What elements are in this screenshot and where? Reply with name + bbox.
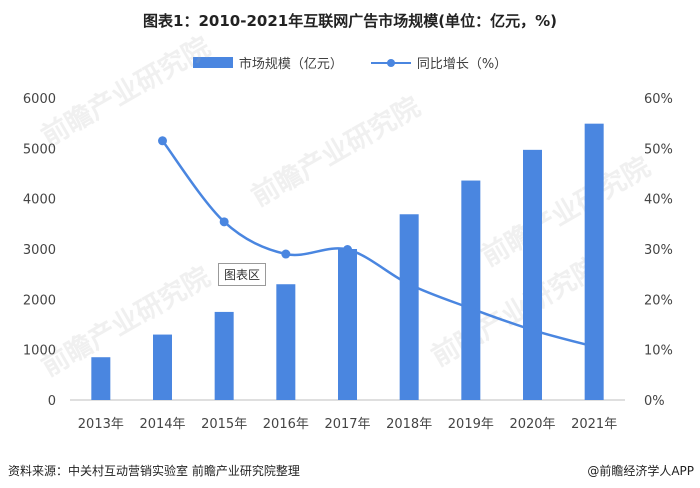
x-tick-label: 2019年 <box>448 417 494 432</box>
y-right-tick-label: 30% <box>644 243 673 258</box>
legend-line-swatch <box>370 58 411 67</box>
growth-point <box>589 342 599 352</box>
growth-point <box>281 249 291 259</box>
footer: 资料来源：中关村互动营销实验室 前瞻产业研究院整理 @前瞻经济学人APP <box>0 459 700 481</box>
growth-point <box>219 217 229 227</box>
y-right-tick-label: 40% <box>644 193 673 208</box>
growth-point <box>158 136 167 146</box>
y-right-tick-label: 60% <box>644 92 673 107</box>
bar <box>214 311 234 400</box>
bar <box>399 214 419 400</box>
x-tick-label: 2014年 <box>139 417 185 432</box>
growth-point <box>343 245 352 255</box>
y-left-tick-label: 2000 <box>23 293 56 308</box>
growth-point <box>466 303 476 313</box>
legend-bar-label: 市场规模（亿元） <box>238 57 343 72</box>
x-tick-label: 2021年 <box>571 417 617 432</box>
bar <box>338 249 357 400</box>
legend-bar-swatch <box>192 57 233 68</box>
bar <box>523 149 542 400</box>
y-left-tick-label: 3000 <box>23 243 56 258</box>
chart-title: 图表1：2010-2021年互联网广告市场规模(单位：亿元，%) <box>143 12 557 30</box>
y-left-tick-label: 6000 <box>23 92 56 107</box>
x-tick-label: 2015年 <box>201 417 247 432</box>
legend-item-line: 同比增长（%） <box>370 53 508 72</box>
bar <box>91 357 111 400</box>
y-left-tick-label: 5000 <box>23 142 56 157</box>
plot-area-label: 图表区 <box>218 263 267 286</box>
x-tick-label: 2020年 <box>509 417 555 432</box>
chart-legend: 市场规模（亿元） 同比增长（%） <box>0 53 700 72</box>
y-right-tick-label: 20% <box>644 293 673 308</box>
y-left-tick-label: 0 <box>48 394 56 409</box>
bar <box>276 284 296 400</box>
growth-point <box>528 325 537 335</box>
brand-credit: @前瞻经济学人APP <box>587 463 694 478</box>
x-tick-label: 2016年 <box>263 417 309 432</box>
bar <box>584 123 604 401</box>
bar <box>461 180 481 400</box>
y-right-tick-label: 50% <box>644 142 673 157</box>
x-tick-label: 2017年 <box>324 417 370 432</box>
x-tick-label: 2018年 <box>386 417 432 432</box>
bar <box>153 334 172 400</box>
x-tick-label: 2013年 <box>78 417 124 432</box>
legend-line-label: 同比增长（%） <box>416 57 508 72</box>
y-left-tick-label: 1000 <box>23 344 56 359</box>
source-note: 资料来源：中关村互动营销实验室 前瞻产业研究院整理 <box>8 463 300 478</box>
y-right-tick-label: 0% <box>644 394 665 409</box>
y-right-tick-label: 10% <box>644 344 673 359</box>
legend-item-bar: 市场规模（亿元） <box>192 53 343 72</box>
growth-point <box>404 279 414 289</box>
y-left-tick-label: 4000 <box>23 193 56 208</box>
